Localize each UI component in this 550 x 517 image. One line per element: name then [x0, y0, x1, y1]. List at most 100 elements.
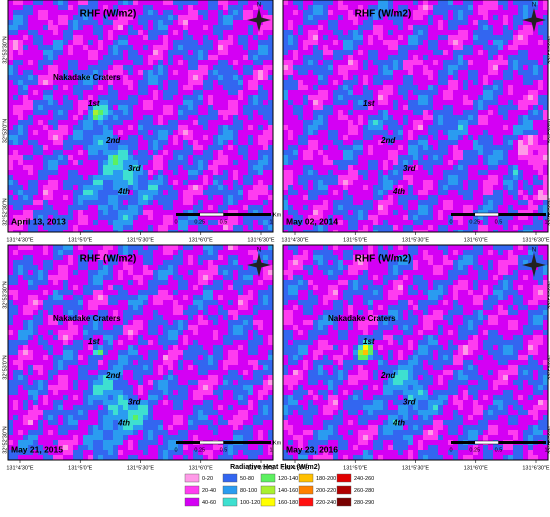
map-cell: [403, 205, 408, 210]
map-cell: [283, 15, 288, 20]
map-cell: [48, 190, 53, 195]
map-cell: [98, 140, 103, 145]
map-cell: [488, 70, 493, 75]
map-cell: [263, 135, 268, 140]
map-cell: [333, 150, 338, 155]
map-cell: [453, 185, 458, 190]
map-cell: [423, 85, 428, 90]
map-cell: [138, 180, 143, 185]
map-cell: [293, 60, 298, 65]
map-cell: [128, 105, 133, 110]
map-cell: [443, 225, 448, 230]
map-cell: [488, 150, 493, 155]
map-cell: [458, 90, 463, 95]
map-cell: [163, 10, 168, 15]
map-cell: [338, 50, 343, 55]
map-cell: [383, 175, 388, 180]
map-cell: [198, 150, 203, 155]
map-cell: [233, 80, 238, 85]
map-cell: [403, 35, 408, 40]
x-tick-label: 131°6'30"E: [247, 237, 275, 243]
map-cell: [218, 135, 223, 140]
map-cell: [418, 30, 423, 35]
map-cell: [138, 25, 143, 30]
y-tick-label: 32°53'0"N: [2, 119, 8, 143]
map-cell: [178, 225, 183, 230]
map-cell: [28, 90, 33, 95]
map-cell: [23, 210, 28, 215]
map-cell: [393, 50, 398, 55]
map-cell: [418, 20, 423, 25]
map-cell: [318, 180, 323, 185]
map-cell: [218, 15, 223, 20]
map-cell: [213, 190, 218, 195]
map-cell: [483, 25, 488, 30]
map-cell: [333, 160, 338, 165]
map-cell: [513, 185, 518, 190]
map-cell: [223, 35, 228, 40]
map-cell: [243, 70, 248, 75]
map-cell: [473, 115, 478, 120]
map-cell: [303, 195, 308, 200]
map-cell: [258, 75, 263, 80]
map-cell: [518, 10, 523, 15]
map-cell: [408, 30, 413, 35]
map-cell: [403, 150, 408, 155]
map-cell: [483, 125, 488, 130]
map-cell: [378, 180, 383, 185]
map-cell: [133, 190, 138, 195]
map-cell: [243, 35, 248, 40]
map-cell: [153, 85, 158, 90]
map-cell: [158, 55, 163, 60]
map-cell: [373, 20, 378, 25]
map-cell: [143, 200, 148, 205]
map-cell: [398, 200, 403, 205]
map-cell: [463, 205, 468, 210]
map-cell: [303, 25, 308, 30]
map-cell: [163, 170, 168, 175]
map-cell: [438, 55, 443, 60]
map-cell: [318, 80, 323, 85]
map-cell: [533, 40, 538, 45]
map-cell: [313, 30, 318, 35]
map-cell: [533, 170, 538, 175]
map-cell: [208, 25, 213, 30]
map-cell: [18, 85, 23, 90]
map-cell: [178, 65, 183, 70]
map-cell: [248, 225, 253, 230]
map-cell: [523, 155, 528, 160]
map-cell: [253, 70, 258, 75]
map-cell: [433, 205, 438, 210]
map-cell: [28, 95, 33, 100]
map-cell: [243, 155, 248, 160]
map-cell: [68, 135, 73, 140]
map-cell: [403, 180, 408, 185]
map-cell: [303, 210, 308, 215]
map-cell: [113, 205, 118, 210]
map-cell: [148, 85, 153, 90]
map-cell: [453, 170, 458, 175]
map-cell: [398, 70, 403, 75]
map-cell: [38, 155, 43, 160]
map-cell: [308, 210, 313, 215]
map-cell: [408, 110, 413, 115]
map-cell: [228, 60, 233, 65]
map-cell: [463, 40, 468, 45]
map-cell: [458, 170, 463, 175]
map-cell: [43, 135, 48, 140]
map-cell: [398, 0, 403, 5]
map-cell: [153, 0, 158, 5]
map-cell: [318, 75, 323, 80]
map-cell: [13, 75, 18, 80]
map-cell: [473, 225, 478, 230]
map-cell: [153, 185, 158, 190]
map-cell: [388, 90, 393, 95]
map-cell: [148, 35, 153, 40]
map-cell: [103, 225, 108, 230]
map-cell: [203, 125, 208, 130]
map-cell: [253, 60, 258, 65]
map-cell: [543, 30, 548, 35]
map-cell: [68, 125, 73, 130]
map-cell: [408, 60, 413, 65]
map-cell: [28, 205, 33, 210]
